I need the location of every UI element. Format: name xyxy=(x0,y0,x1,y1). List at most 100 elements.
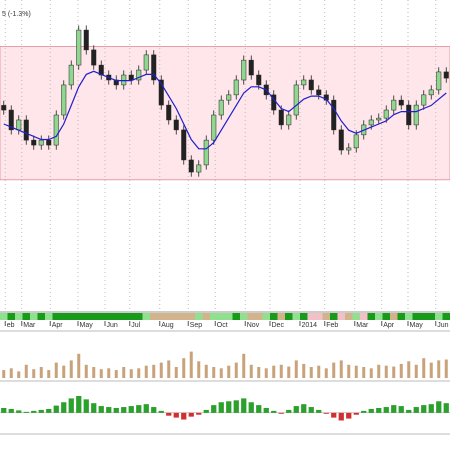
volume-bar xyxy=(317,365,321,378)
candle-body xyxy=(8,109,14,131)
signal-strip xyxy=(180,313,188,320)
candle-body xyxy=(376,117,382,121)
x-tick-label: May xyxy=(410,322,424,329)
signal-strip xyxy=(315,313,323,320)
volume-bar xyxy=(362,367,366,378)
signal-strip xyxy=(240,313,248,320)
oscillator-bar xyxy=(38,409,44,413)
candle-body xyxy=(188,159,194,173)
candle-body xyxy=(203,139,209,166)
signal-strip xyxy=(120,313,128,320)
oscillator-bar xyxy=(136,405,142,413)
candle-body xyxy=(398,99,404,106)
signal-strip xyxy=(412,313,421,320)
signal-strip xyxy=(285,313,293,320)
volume-bar xyxy=(9,368,13,378)
oscillator-bar xyxy=(83,399,89,413)
signal-strip xyxy=(67,313,76,320)
volume-bar xyxy=(69,360,73,378)
candle-body xyxy=(1,105,7,111)
volume-bar xyxy=(107,368,111,378)
oscillator-bar xyxy=(241,398,247,413)
oscillator-bar xyxy=(1,408,7,413)
candle-body xyxy=(143,54,149,71)
signal-strip xyxy=(82,313,91,320)
candle-body xyxy=(151,54,157,81)
volume-bar xyxy=(152,364,156,378)
oscillator-bar xyxy=(398,406,404,413)
signal-strip xyxy=(0,313,8,320)
candle-body xyxy=(76,29,82,66)
signal-strip xyxy=(435,313,443,320)
candle-body xyxy=(91,49,97,66)
candle-body xyxy=(346,147,352,151)
volume-bar xyxy=(167,360,171,378)
signal-strip xyxy=(397,313,406,320)
volume-bar xyxy=(227,365,231,378)
oscillator-bar xyxy=(158,410,164,413)
candle-body xyxy=(316,89,322,96)
candle-body xyxy=(53,114,59,146)
candle-body xyxy=(226,94,232,101)
signal-strip xyxy=(427,313,436,320)
candle-body xyxy=(256,74,262,86)
x-tick-label: Apr xyxy=(52,322,64,329)
x-tick-label: Sep xyxy=(190,322,203,329)
oscillator-bar xyxy=(181,412,187,420)
oscillator-bar xyxy=(263,408,269,413)
x-tick-label: May xyxy=(80,322,94,329)
oscillator-bar xyxy=(188,412,194,417)
oscillator-bar xyxy=(383,407,389,413)
volume-bar xyxy=(47,370,51,378)
signal-strip xyxy=(330,313,338,320)
volume-bar xyxy=(174,367,178,378)
signal-strip xyxy=(105,313,113,320)
oscillator-bar xyxy=(121,407,127,413)
volume-bar xyxy=(159,362,163,378)
signal-strip xyxy=(202,313,211,320)
volume-bar xyxy=(32,369,36,378)
signal-strip xyxy=(187,313,196,320)
volume-bar xyxy=(422,358,426,378)
candle-body xyxy=(196,164,202,173)
signal-strip xyxy=(352,313,361,320)
candle-body xyxy=(368,119,374,126)
x-tick-label: Mar xyxy=(23,322,36,329)
volume-bar xyxy=(309,367,313,378)
volume-bar xyxy=(354,365,358,378)
signal-strip xyxy=(232,313,241,320)
oscillator-bar xyxy=(256,405,262,413)
candle-body xyxy=(301,79,307,86)
candle-body xyxy=(331,99,337,131)
signal-strip xyxy=(172,313,181,320)
volume-bar xyxy=(39,367,43,378)
oscillator-bar xyxy=(166,412,172,416)
signal-strip xyxy=(270,313,278,320)
oscillator-bar xyxy=(113,408,119,413)
oscillator-bar xyxy=(406,409,412,413)
volume-bar xyxy=(212,367,216,378)
volume-bar xyxy=(407,361,411,378)
oscillator-bar xyxy=(316,409,322,413)
signal-strip xyxy=(15,313,23,320)
volume-bar xyxy=(339,360,343,378)
signal-strip xyxy=(22,313,31,320)
signal-strip xyxy=(255,313,263,320)
candle-body xyxy=(421,94,427,106)
candle-body xyxy=(218,99,224,116)
candle-body xyxy=(68,64,74,86)
oscillator-bar xyxy=(23,411,29,413)
oscillator-bar xyxy=(31,410,37,413)
oscillator-bar xyxy=(203,409,209,413)
volume-bar xyxy=(219,368,223,378)
signal-strip xyxy=(322,313,331,320)
oscillator-bar xyxy=(8,408,14,413)
candle-body xyxy=(233,79,239,96)
signal-strip xyxy=(262,313,271,320)
x-tick-label: Nov xyxy=(247,322,260,329)
volume-bar xyxy=(144,365,148,378)
oscillator-bar xyxy=(68,398,74,413)
volume-bar xyxy=(2,370,6,378)
candle-body xyxy=(181,129,187,161)
